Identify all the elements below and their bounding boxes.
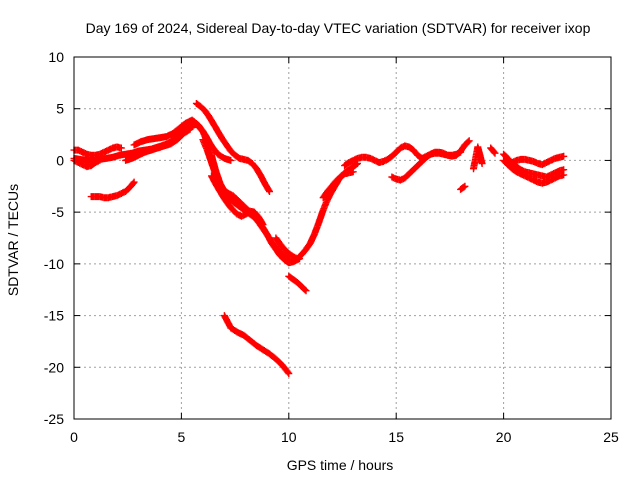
data-series-arc-18 bbox=[470, 143, 486, 173]
plot-frame bbox=[73, 56, 612, 420]
y-tick-label: -5 bbox=[52, 204, 65, 220]
data-points bbox=[122, 125, 194, 164]
data-series-arc-9 bbox=[208, 172, 267, 229]
data-series-arc-19 bbox=[487, 144, 499, 157]
y-tick-label: 5 bbox=[56, 101, 64, 117]
data-series-arc-22 bbox=[504, 152, 568, 169]
data-marks bbox=[70, 100, 568, 377]
x-tick-label: 15 bbox=[388, 429, 404, 445]
data-series-arc-12 bbox=[285, 272, 310, 295]
y-tick-label: -10 bbox=[44, 256, 64, 272]
data-points bbox=[504, 152, 568, 169]
data-series-arc-4 bbox=[87, 178, 138, 202]
data-points bbox=[87, 178, 138, 202]
x-tick-label: 20 bbox=[496, 429, 512, 445]
data-points bbox=[319, 168, 357, 202]
axis-ticks: 0 5 10 15 20 25 -25 -20 -15 -10 -5 0 5 10 bbox=[44, 49, 619, 445]
data-points bbox=[130, 116, 235, 164]
x-tick-label: 0 bbox=[70, 429, 78, 445]
data-series-arc-16 bbox=[418, 148, 465, 162]
y-tick-label: -25 bbox=[44, 411, 64, 427]
data-points bbox=[457, 182, 469, 193]
gridlines bbox=[74, 57, 611, 419]
data-points bbox=[220, 312, 293, 377]
y-tick-label: 10 bbox=[48, 49, 64, 65]
x-tick-label: 25 bbox=[603, 429, 619, 445]
x-tick-label: 10 bbox=[281, 429, 297, 445]
data-series-arc-13 bbox=[319, 168, 357, 202]
data-series-arc-7 bbox=[192, 100, 273, 195]
data-points bbox=[418, 148, 465, 162]
x-tick-label: 5 bbox=[178, 429, 186, 445]
data-series-arc-5 bbox=[130, 116, 235, 164]
y-tick-label: -20 bbox=[44, 359, 64, 375]
x-axis-label: GPS time / hours bbox=[287, 457, 394, 473]
data-points bbox=[470, 143, 486, 173]
data-series-arc-10 bbox=[220, 312, 293, 377]
y-tick-label: -15 bbox=[44, 308, 64, 324]
data-points bbox=[192, 100, 273, 195]
y-axis-label: SDTVAR / TECUs bbox=[5, 184, 21, 296]
y-tick-label: 0 bbox=[56, 152, 64, 168]
data-points bbox=[487, 144, 499, 157]
data-series-arc-17 bbox=[457, 182, 469, 193]
chart-title: Day 169 of 2024, Sidereal Day-to-day VTE… bbox=[86, 20, 591, 36]
data-points bbox=[208, 172, 267, 229]
data-points bbox=[341, 142, 426, 170]
data-series-arc-6 bbox=[122, 125, 194, 164]
data-series-arc-14 bbox=[341, 142, 426, 170]
data-points bbox=[285, 272, 310, 295]
